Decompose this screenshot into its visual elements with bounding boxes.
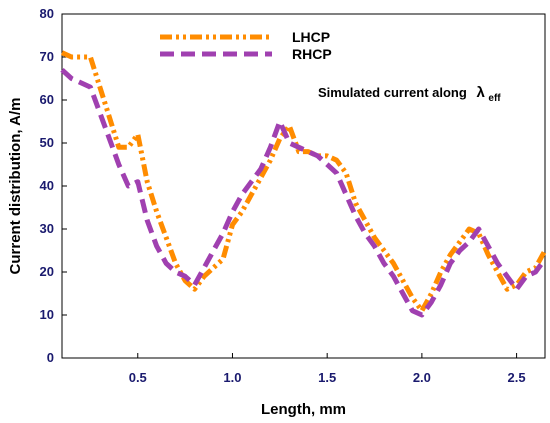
series-line-lhcp — [60, 50, 548, 314]
series-line-rhcp — [60, 68, 548, 318]
x-tick-label: 2.0 — [413, 370, 431, 385]
y-tick-label: 10 — [40, 307, 54, 322]
y-tick-label: 60 — [40, 92, 54, 107]
x-tick-label: 0.5 — [129, 370, 147, 385]
y-tick-label: 70 — [40, 49, 54, 64]
x-axis: 0.5 1.0 1.5 2.0 2.5 — [129, 353, 526, 385]
legend-label-rhcp: RHCP — [292, 46, 332, 62]
annotation-symbol: λ — [476, 84, 485, 101]
legend-label-lhcp: LHCP — [292, 29, 330, 45]
x-tick-label: 2.5 — [508, 370, 526, 385]
y-tick-label: 30 — [40, 221, 54, 236]
y-tick-label: 0 — [47, 350, 54, 365]
series-layer — [60, 50, 548, 318]
x-axis-label: Length, mm — [261, 401, 346, 418]
x-tick-label: 1.0 — [223, 370, 241, 385]
y-axis: 0 10 20 30 40 50 60 70 80 — [40, 6, 67, 365]
y-tick-label: 20 — [40, 264, 54, 279]
y-tick-label: 40 — [40, 178, 54, 193]
legend: LHCP RHCP — [160, 29, 332, 62]
annotation: Simulated current along λ eff — [318, 84, 501, 104]
annotation-subscript: eff — [488, 93, 501, 104]
annotation-text: Simulated current along — [318, 85, 467, 100]
y-axis-label: Current distribution, A/m — [7, 98, 24, 275]
y-tick-label: 80 — [40, 6, 54, 21]
plot-frame — [61, 13, 546, 359]
y-tick-label: 50 — [40, 135, 54, 150]
x-tick-label: 1.5 — [318, 370, 336, 385]
